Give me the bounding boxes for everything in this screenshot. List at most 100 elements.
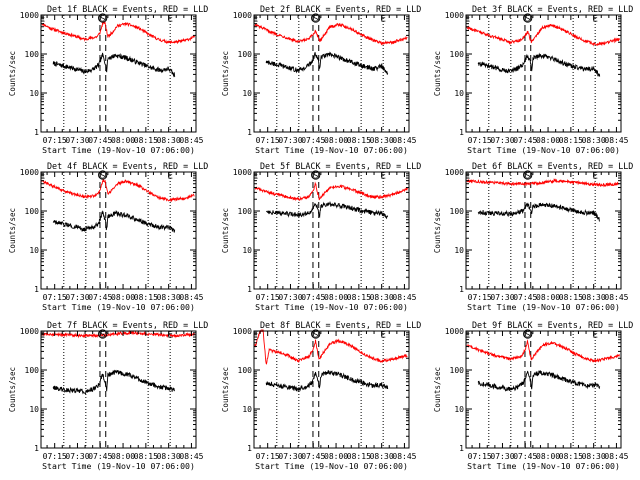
y-tick-label: 10 xyxy=(242,246,252,255)
x-tick-label: 08:00 xyxy=(536,136,560,145)
x-tick-label: 08:30 xyxy=(370,136,394,145)
series-events-line xyxy=(477,52,601,77)
y-tick-label: 1000 xyxy=(445,11,464,20)
x-tick-label: 07:45 xyxy=(301,293,325,302)
marker-label-s: S xyxy=(525,172,530,182)
x-tick-label: 08:15 xyxy=(347,136,371,145)
x-tick-label: 08:00 xyxy=(111,452,135,461)
plot-frame xyxy=(465,171,622,290)
marker-label-e: E xyxy=(592,331,597,341)
x-tick-label: 08:15 xyxy=(347,452,371,461)
y-tick-label: 1000 xyxy=(20,11,39,20)
y-tick-label: 10 xyxy=(29,405,39,414)
series-lld-line xyxy=(254,181,408,202)
y-tick-label: 100 xyxy=(238,207,253,216)
x-tick-label: 07:30 xyxy=(65,136,89,145)
series-events-line xyxy=(52,209,176,233)
x-tick-label: 07:45 xyxy=(88,452,112,461)
series-lld-line xyxy=(254,22,408,46)
marker-circle xyxy=(98,13,108,23)
y-tick-label: 100 xyxy=(450,50,465,59)
x-tick-label: 07:45 xyxy=(513,452,537,461)
plot-frame xyxy=(40,171,197,290)
marker-circle xyxy=(523,13,533,23)
y-axis-label: Counts/sec xyxy=(221,51,230,96)
marker-label-s: S xyxy=(100,172,105,182)
y-tick-label: 100 xyxy=(25,207,40,216)
x-tick-label: 07:15 xyxy=(468,293,492,302)
marker-label-e: E xyxy=(253,331,258,341)
x-axis-label: Start Time (19-Nov-10 07:06:00) xyxy=(467,145,620,155)
x-tick-label: 07:30 xyxy=(490,452,514,461)
x-tick-label: 08:15 xyxy=(134,136,158,145)
x-axis-label: Start Time (19-Nov-10 07:06:00) xyxy=(42,461,195,471)
x-tick-label: 07:30 xyxy=(278,452,302,461)
series-events-line xyxy=(477,202,601,222)
y-tick-label: 10 xyxy=(454,405,464,414)
marker-label-s: S xyxy=(313,15,318,25)
panel-title: Det 6f BLACK = Events, RED = LLD xyxy=(472,161,633,171)
x-tick-label: 07:30 xyxy=(278,136,302,145)
y-tick-label: 1000 xyxy=(445,168,464,177)
x-tick-label: 07:45 xyxy=(88,293,112,302)
marker-label-e: E xyxy=(465,172,470,182)
x-tick-label: 08:15 xyxy=(559,136,583,145)
x-tick-label: 08:00 xyxy=(324,136,348,145)
series-events-line xyxy=(266,200,389,220)
y-tick-label: 1000 xyxy=(233,327,252,336)
series-lld-line xyxy=(466,178,620,188)
x-tick-label: 07:30 xyxy=(65,293,89,302)
x-axis-label: Start Time (19-Nov-10 07:06:00) xyxy=(467,302,620,312)
series-lld-line xyxy=(41,178,195,203)
x-tick-label: 08:45 xyxy=(179,136,203,145)
plot-frame xyxy=(253,330,410,449)
marker-label-s: S xyxy=(525,331,530,341)
panel-title: Det 2f BLACK = Events, RED = LLD xyxy=(260,4,421,14)
x-tick-label: 07:15 xyxy=(256,452,280,461)
marker-label-s: S xyxy=(100,15,105,25)
plot-frame xyxy=(253,14,410,133)
marker-label-e: E xyxy=(380,15,385,25)
x-tick-label: 08:30 xyxy=(157,452,181,461)
x-tick-label: 08:15 xyxy=(134,452,158,461)
x-tick-label: 07:30 xyxy=(490,293,514,302)
y-tick-label: 1 xyxy=(247,444,252,453)
x-tick-label: 07:15 xyxy=(256,293,280,302)
x-tick-label: 07:45 xyxy=(301,136,325,145)
x-tick-label: 08:15 xyxy=(347,293,371,302)
marker-label-s: S xyxy=(525,15,530,25)
panel-title: Det 5f BLACK = Events, RED = LLD xyxy=(260,161,421,171)
x-tick-label: 08:45 xyxy=(604,452,628,461)
marker-label-e: E xyxy=(380,172,385,182)
x-tick-label: 08:30 xyxy=(582,293,606,302)
x-tick-label: 07:15 xyxy=(468,136,492,145)
x-tick-label: 07:30 xyxy=(65,452,89,461)
x-tick-label: 08:30 xyxy=(157,136,181,145)
y-tick-label: 1000 xyxy=(233,11,252,20)
x-tick-label: 08:30 xyxy=(370,293,394,302)
x-axis-label: Start Time (19-Nov-10 07:06:00) xyxy=(467,461,620,471)
x-tick-label: 07:45 xyxy=(88,136,112,145)
y-tick-label: 10 xyxy=(242,405,252,414)
y-axis-label: Counts/sec xyxy=(433,367,442,412)
marker-label-e: E xyxy=(167,331,172,341)
x-tick-label: 08:45 xyxy=(604,293,628,302)
x-tick-label: 08:00 xyxy=(324,452,348,461)
y-tick-label: 100 xyxy=(238,366,253,375)
x-axis-label: Start Time (19-Nov-10 07:06:00) xyxy=(42,302,195,312)
series-events-line xyxy=(265,51,389,75)
x-axis-label: Start Time (19-Nov-10 07:06:00) xyxy=(255,461,408,471)
y-tick-label: 1 xyxy=(459,285,464,294)
y-axis-label: Counts/sec xyxy=(8,51,17,96)
plot-frame xyxy=(465,330,622,449)
y-axis-label: Counts/sec xyxy=(221,367,230,412)
x-tick-label: 08:00 xyxy=(536,452,560,461)
series-lld-line xyxy=(466,339,620,363)
plot-frame xyxy=(40,330,197,449)
